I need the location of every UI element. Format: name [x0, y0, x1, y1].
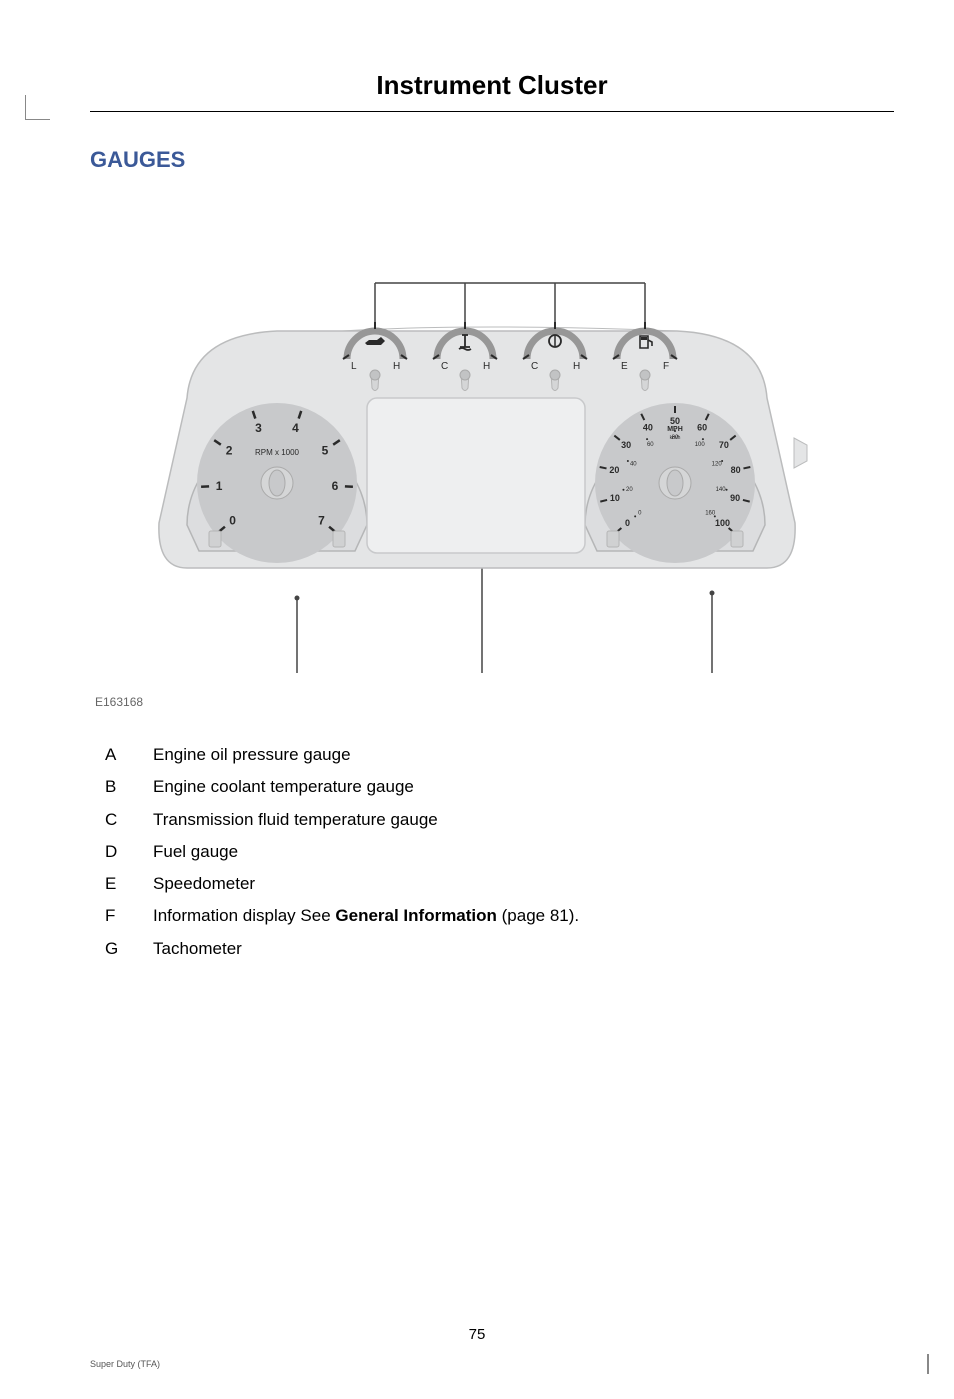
svg-text:0: 0: [229, 513, 236, 527]
svg-text:H: H: [393, 361, 400, 372]
svg-text:1: 1: [216, 479, 223, 493]
legend-text: Engine oil pressure gauge: [153, 739, 351, 771]
legend-text: Information display See General Informat…: [153, 900, 579, 932]
svg-text:60: 60: [647, 442, 654, 448]
svg-text:H: H: [483, 361, 490, 372]
svg-text:MPH: MPH: [667, 426, 683, 433]
legend-text: Speedometer: [153, 868, 255, 900]
footer-text: Super Duty (TFA): [90, 1359, 160, 1369]
legend-letter: G: [105, 933, 125, 965]
svg-text:140: 140: [716, 487, 727, 493]
svg-text:120: 120: [712, 462, 723, 468]
svg-text:C: C: [531, 361, 538, 372]
legend-letter: A: [105, 739, 125, 771]
legend-text: Fuel gauge: [153, 836, 238, 868]
svg-text:5: 5: [322, 443, 329, 457]
legend-row: E Speedometer: [105, 868, 954, 900]
svg-text:C: C: [441, 361, 448, 372]
legend-letter: F: [105, 900, 125, 932]
svg-text:70: 70: [719, 440, 729, 450]
svg-text:20: 20: [609, 465, 619, 475]
svg-text:6: 6: [332, 479, 339, 493]
svg-text:E: E: [621, 361, 628, 372]
crop-mark-top-left: [25, 95, 50, 120]
legend-row: F Information display See General Informa…: [105, 900, 954, 932]
svg-text:4: 4: [292, 421, 299, 435]
svg-text:40: 40: [630, 462, 637, 468]
legend-row: C Transmission fluid temperature gauge: [105, 804, 954, 836]
svg-text:100: 100: [715, 518, 730, 528]
svg-text:80: 80: [731, 465, 741, 475]
legend-list: A Engine oil pressure gauge B Engine coolan…: [105, 739, 954, 965]
legend-row: D Fuel gauge: [105, 836, 954, 868]
legend-text: Tachometer: [153, 933, 242, 965]
svg-text:30: 30: [621, 440, 631, 450]
svg-text:2: 2: [226, 443, 233, 457]
svg-text:50: 50: [670, 416, 680, 426]
section-heading: GAUGES: [90, 147, 954, 173]
svg-text:60: 60: [697, 422, 707, 432]
svg-text:20: 20: [626, 487, 633, 493]
svg-text:100: 100: [695, 442, 706, 448]
image-reference-number: E163168: [95, 695, 954, 709]
svg-text:RPM x 1000: RPM x 1000: [255, 448, 300, 457]
crop-mark-bottom-right: [927, 1354, 929, 1374]
page-title: Instrument Cluster: [90, 70, 894, 112]
svg-text:7: 7: [318, 513, 325, 527]
legend-row: B Engine coolant temperature gauge: [105, 771, 954, 803]
legend-text: Engine coolant temperature gauge: [153, 771, 414, 803]
svg-text:3: 3: [255, 421, 262, 435]
legend-text: Transmission fluid temperature gauge: [153, 804, 438, 836]
legend-letter: C: [105, 804, 125, 836]
legend-letter: E: [105, 868, 125, 900]
svg-text:90: 90: [730, 493, 740, 503]
svg-text:F: F: [663, 361, 669, 372]
svg-text:0: 0: [625, 518, 630, 528]
instrument-cluster-diagram: L H C H C H E F 0 1 2 3 4 5 6 7 RPM x 1000 0 10 20 30 40 50 6…: [97, 223, 857, 683]
legend-row: G Tachometer: [105, 933, 954, 965]
svg-text:40: 40: [643, 422, 653, 432]
svg-text:H: H: [573, 361, 580, 372]
svg-text:10: 10: [610, 493, 620, 503]
svg-text:L: L: [351, 361, 357, 372]
legend-row: A Engine oil pressure gauge: [105, 739, 954, 771]
legend-letter: B: [105, 771, 125, 803]
legend-letter: D: [105, 836, 125, 868]
svg-text:km/h: km/h: [670, 435, 681, 441]
